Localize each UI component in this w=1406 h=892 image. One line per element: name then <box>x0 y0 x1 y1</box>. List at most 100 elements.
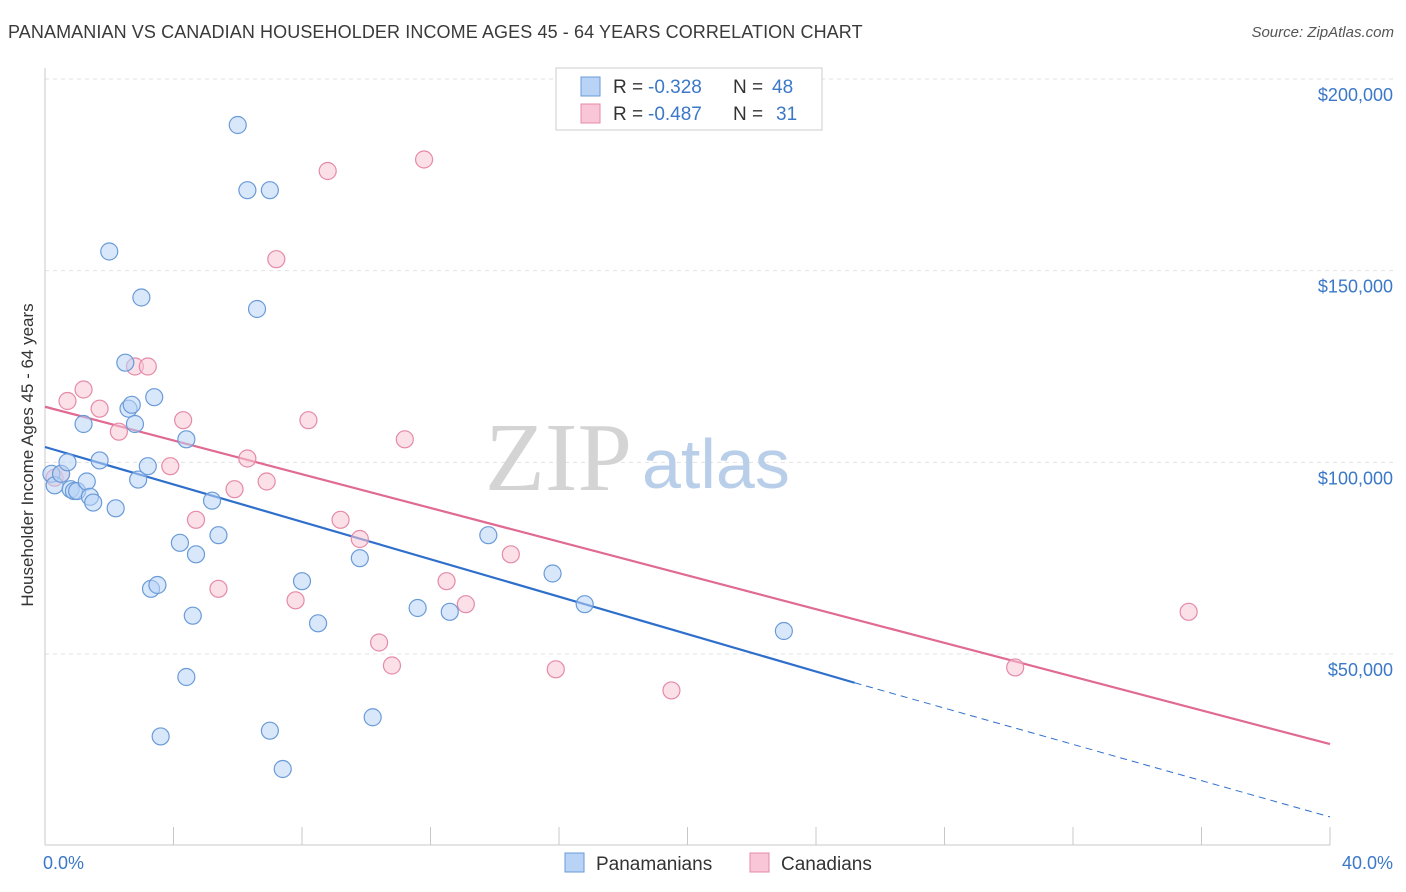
watermark-atlas: atlas <box>642 425 790 503</box>
point-canadians-10 <box>186 510 206 529</box>
point-canadians-23 <box>395 430 414 449</box>
point-canadians-27 <box>501 545 520 564</box>
point-canadians-19 <box>331 510 350 529</box>
point-panamanians-33 <box>238 181 257 200</box>
watermark-zip: ZIP <box>485 404 632 512</box>
point-panamanians-44 <box>479 526 498 545</box>
trend-line-panamanians-extension <box>854 682 1331 818</box>
point-canadians-22 <box>382 656 402 675</box>
point-panamanians-42 <box>408 598 427 618</box>
point-canadians-16 <box>286 591 305 610</box>
point-canadians-18 <box>318 161 337 181</box>
point-panamanians-37 <box>273 759 292 779</box>
stats-r-value-2: -0.487 <box>648 104 702 125</box>
stats-box: R = -0.328 N = 48 R = -0.487 N = 31 <box>555 67 823 131</box>
point-canadians-24 <box>414 150 434 169</box>
point-canadians-11 <box>209 579 228 598</box>
y-tick-label-2: $150,000 <box>1318 277 1393 297</box>
trend-lines <box>44 405 1331 818</box>
point-panamanians-7 <box>74 414 93 434</box>
axes <box>44 68 1331 846</box>
point-panamanians-3 <box>58 453 77 472</box>
point-panamanians-31 <box>209 526 228 545</box>
point-canadians-17 <box>299 411 318 430</box>
legend-label-canadians: Canadians <box>781 854 872 875</box>
point-panamanians-13 <box>106 499 125 518</box>
point-canadians-28 <box>546 660 565 679</box>
point-canadians-29 <box>662 681 681 700</box>
point-canadians-8 <box>161 457 180 476</box>
stats-swatch-panamanians <box>580 76 601 97</box>
point-panamanians-40 <box>350 549 369 568</box>
point-panamanians-32 <box>228 115 247 135</box>
point-canadians-2 <box>58 391 77 411</box>
x-tick-label-max: 40.0% <box>1342 853 1393 873</box>
point-panamanians-23 <box>148 575 167 595</box>
legend-swatch-canadians <box>749 852 770 873</box>
point-panamanians-45 <box>543 564 562 583</box>
y-tick-label-3: $200,000 <box>1318 85 1393 105</box>
source-label: Source: ZipAtlas.com <box>1251 24 1394 41</box>
trend-line-canadians <box>44 405 1331 746</box>
point-canadians-3 <box>74 380 93 399</box>
point-canadians-31 <box>1179 602 1198 621</box>
point-panamanians-29 <box>177 430 196 449</box>
watermark: ZIP atlas <box>485 404 790 512</box>
grid-lines <box>45 78 1395 655</box>
point-panamanians-39 <box>308 614 328 633</box>
stats-r-value-1: -0.328 <box>648 77 702 98</box>
point-panamanians-26 <box>177 667 196 687</box>
point-panamanians-19 <box>132 288 151 307</box>
stats-r-label-2: R = <box>613 104 643 125</box>
point-panamanians-47 <box>774 621 793 641</box>
point-panamanians-8 <box>77 472 96 491</box>
point-panamanians-10 <box>84 493 103 512</box>
point-panamanians-43 <box>440 602 459 621</box>
point-panamanians-38 <box>292 572 312 591</box>
point-canadians-14 <box>257 472 276 491</box>
data-points <box>42 115 1198 779</box>
stats-n-value-2: 31 <box>776 104 797 125</box>
point-panamanians-36 <box>260 721 279 740</box>
y-axis-label: Householder Income Ages 45 - 64 years <box>18 303 37 606</box>
stats-n-value-1: 48 <box>772 77 793 98</box>
point-canadians-12 <box>225 480 244 499</box>
x-tick-label-min: 0.0% <box>43 853 84 873</box>
y-tick-label-1: $100,000 <box>1318 468 1393 488</box>
stats-r-label-1: R = <box>613 77 643 98</box>
point-panamanians-35 <box>260 181 279 200</box>
point-panamanians-30 <box>202 491 222 510</box>
point-panamanians-27 <box>183 606 202 625</box>
point-panamanians-21 <box>145 388 164 407</box>
chart-title: PANAMANIAN VS CANADIAN HOUSEHOLDER INCOM… <box>8 22 863 42</box>
stats-n-label-2: N = <box>733 104 763 125</box>
point-panamanians-18 <box>129 470 148 489</box>
point-panamanians-16 <box>122 395 141 414</box>
stats-swatch-canadians <box>580 103 601 124</box>
point-canadians-4 <box>90 399 109 418</box>
point-canadians-25 <box>437 572 456 591</box>
y-tick-label-0: $50,000 <box>1328 660 1393 680</box>
point-panamanians-12 <box>100 242 119 261</box>
point-panamanians-34 <box>247 299 267 319</box>
legend-label-panamanians: Panamanians <box>596 854 712 875</box>
point-panamanians-28 <box>186 545 206 564</box>
legend-swatch-panamanians <box>564 852 585 873</box>
point-canadians-30 <box>1006 658 1025 677</box>
point-canadians-15 <box>267 250 286 269</box>
point-panamanians-14 <box>116 353 135 372</box>
point-panamanians-11 <box>90 451 109 470</box>
point-panamanians-25 <box>170 533 190 552</box>
point-panamanians-20 <box>138 457 157 476</box>
trend-line-panamanians <box>44 445 855 684</box>
point-canadians-13 <box>238 449 257 468</box>
point-canadians-21 <box>370 633 389 652</box>
stats-n-label-1: N = <box>733 77 763 98</box>
point-canadians-20 <box>350 529 369 549</box>
point-canadians-7 <box>138 357 157 376</box>
tick-labels: $50,000 $100,000 $150,000 $200,000 0.0% 40.0% <box>43 85 1393 873</box>
point-panamanians-41 <box>363 708 382 727</box>
point-panamanians-24 <box>151 727 170 746</box>
point-panamanians-46 <box>575 595 594 614</box>
